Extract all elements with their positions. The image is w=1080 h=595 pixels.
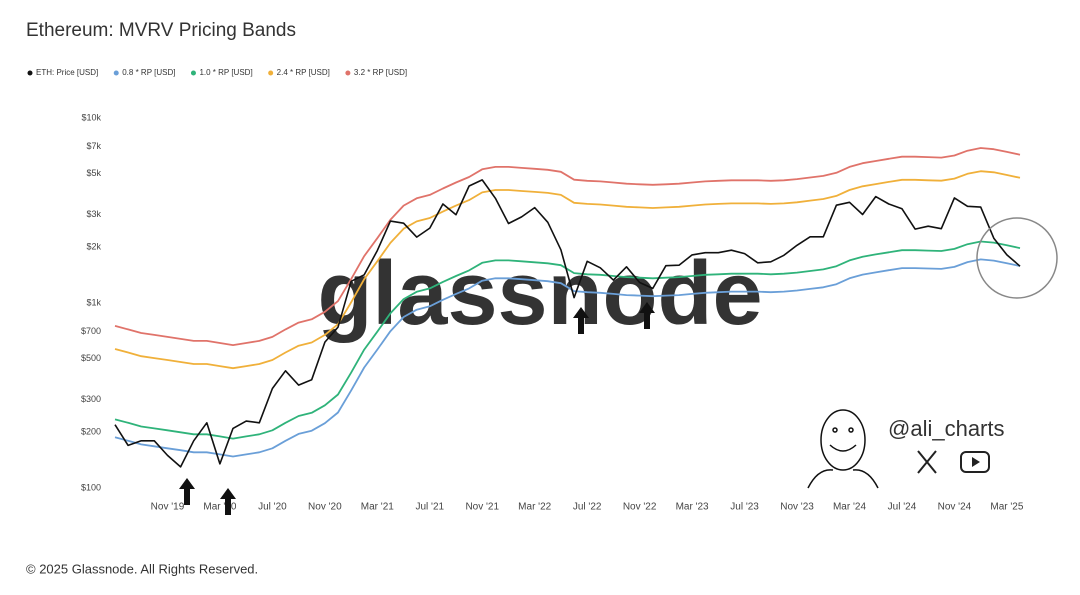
handle: @ali_charts [888,416,1005,441]
footer: © 2025 Glassnode. All Rights Reserved. [26,561,258,576]
x-icon [917,450,937,474]
arrow [179,478,195,505]
y-tick-label: $10k [81,112,101,122]
x-tick-label: Mar '23 [676,502,709,513]
chart-title: Ethereum: MVRV Pricing Bands [26,20,296,41]
x-tick-label: Nov '21 [465,502,499,513]
y-tick-label: $500 [81,353,101,363]
legend-label: ETH: Price [USD] [36,68,98,77]
arrow [573,307,589,334]
legend-label: 0.8 * RP [USD] [122,68,175,77]
y-tick-label: $5k [86,168,101,178]
series-line [114,179,1021,468]
avatar-smile [829,444,857,452]
youtube-play [972,457,980,467]
legend-swatch [27,70,33,76]
y-tick-label: $200 [81,427,101,437]
x-tick-label: Jul '23 [730,502,759,513]
social-icons [917,450,990,474]
legend-label: 1.0 * RP [USD] [199,68,252,77]
x-tick-label: Mar '21 [361,502,394,513]
avatar [807,409,879,489]
y-tick-label: $7k [86,141,101,151]
x-tick-label: Mar '24 [833,502,866,513]
avatar-eye [832,427,838,433]
youtube-icon [960,451,990,473]
avatar-eye [848,427,854,433]
legend-label: 3.2 * RP [USD] [354,68,407,77]
x-tick-label: Nov '20 [308,502,342,513]
series-line [114,170,1021,370]
y-tick-label: $700 [81,326,101,336]
legend-swatch [190,70,196,76]
avatar-shoulders [807,469,879,489]
x-tick-label: Jul '22 [573,502,602,513]
x-tick-label: Mar '20 [203,502,236,513]
x-tick-label: Mar '22 [518,502,551,513]
x-tick-label: Nov '22 [623,502,657,513]
legend-swatch [113,70,119,76]
avatar-head [820,409,866,471]
y-tick-label: $2k [86,242,101,252]
series-line [114,240,1021,440]
x-tick-label: Nov '23 [780,502,814,513]
x-tick-label: Jul '20 [258,502,287,513]
x-tick-label: Nov '24 [938,502,972,513]
y-tick-label: $100 [81,482,101,492]
highlight-circle [976,217,1058,299]
series-line [114,258,1021,458]
x-tick-label: Mar '25 [990,502,1023,513]
y-tick-label: $3k [86,209,101,219]
legend-swatch [345,70,351,76]
y-tick-label: $300 [81,394,101,404]
x-tick-label: Jul '21 [415,502,444,513]
series-line [114,147,1021,346]
arrow [639,302,655,329]
x-tick-label: Nov '19 [151,502,185,513]
legend-swatch [268,70,274,76]
x-tick-label: Jul '24 [888,502,917,513]
arrows [179,302,655,515]
plot-area: $100 $200 $300 $500 $700 $1k $2k $3k $5k $7k $10k N… [81,112,1024,512]
legend-label: 2.4 * RP [USD] [277,68,330,77]
arrow [220,488,236,515]
y-tick-label: $1k [86,297,101,307]
